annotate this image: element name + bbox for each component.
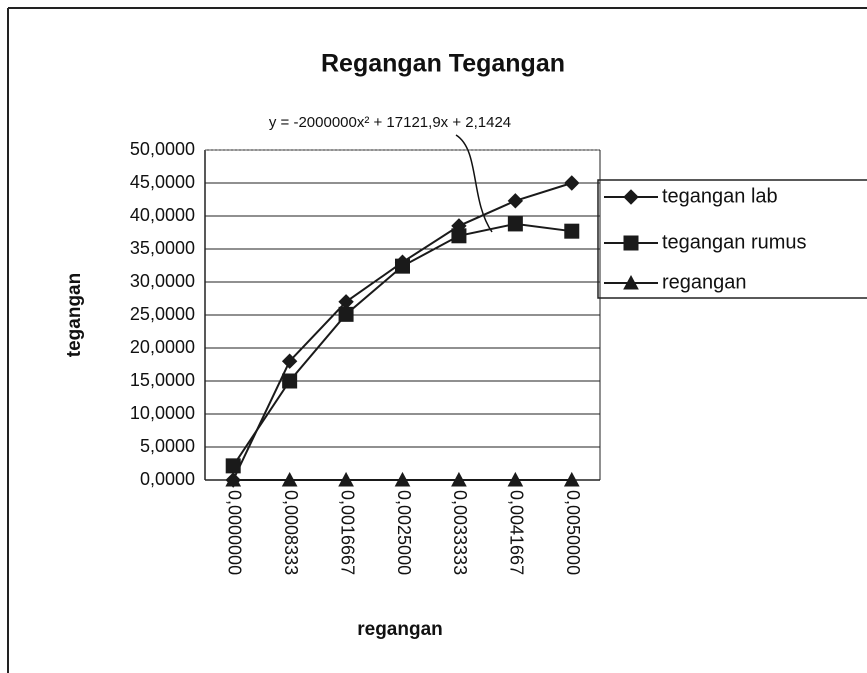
data-point	[281, 471, 298, 487]
data-point	[225, 471, 242, 487]
y-tick-label: 25,0000	[130, 304, 195, 324]
y-tick-label: 30,0000	[130, 271, 195, 291]
y-axis-label: tegangan	[64, 273, 85, 357]
data-point	[338, 306, 354, 322]
data-point	[281, 353, 298, 369]
y-tick-label: 50,0000	[130, 139, 195, 159]
x-tick-label: 0,0016667	[337, 490, 357, 575]
y-tick-label: 0,0000	[140, 469, 195, 489]
data-point	[451, 471, 467, 487]
data-point	[338, 471, 354, 487]
annotation-arrow	[455, 134, 493, 233]
x-tick-label: 0,0008333	[281, 490, 301, 575]
x-tick-label: 0,0041667	[507, 490, 527, 575]
x-tick-label: 0,0050000	[563, 490, 583, 575]
y-tick-label: 5,0000	[140, 436, 195, 456]
x-tick-label: 0,0000000	[224, 490, 244, 575]
y-tick-label: 40,0000	[130, 205, 195, 225]
y-tick-label: 20,0000	[130, 337, 195, 357]
data-point	[394, 471, 411, 487]
legend-box	[597, 179, 867, 299]
data-point	[564, 175, 580, 191]
x-axis-label: regangan	[357, 619, 443, 640]
y-tick-label: 15,0000	[130, 370, 195, 390]
x-tick-label: 0,0025000	[394, 490, 414, 575]
legend-marker	[623, 235, 639, 251]
data-point	[507, 193, 524, 209]
data-point	[564, 223, 580, 239]
legend-label: tegangan rumus	[662, 231, 807, 253]
y-tick-label: 45,0000	[130, 172, 195, 192]
legend-marker	[623, 274, 639, 290]
chart-title: Regangan Tegangan	[321, 50, 565, 78]
data-point	[507, 471, 524, 487]
y-tick-label: 35,0000	[130, 238, 195, 258]
x-tick-label: 0,0033333	[450, 490, 470, 575]
data-point	[225, 458, 241, 474]
legend-marker	[623, 189, 639, 205]
data-point	[395, 258, 410, 274]
data-point	[282, 373, 298, 389]
y-tick-label: 10,0000	[130, 403, 195, 423]
legend-label: tegangan lab	[662, 185, 778, 207]
legend-label: regangan	[662, 271, 747, 293]
data-point	[451, 228, 467, 244]
data-point	[563, 471, 580, 487]
data-point	[507, 216, 523, 232]
trendline-equation: y = -2000000x² + 17121,9x + 2,1424	[269, 114, 511, 131]
